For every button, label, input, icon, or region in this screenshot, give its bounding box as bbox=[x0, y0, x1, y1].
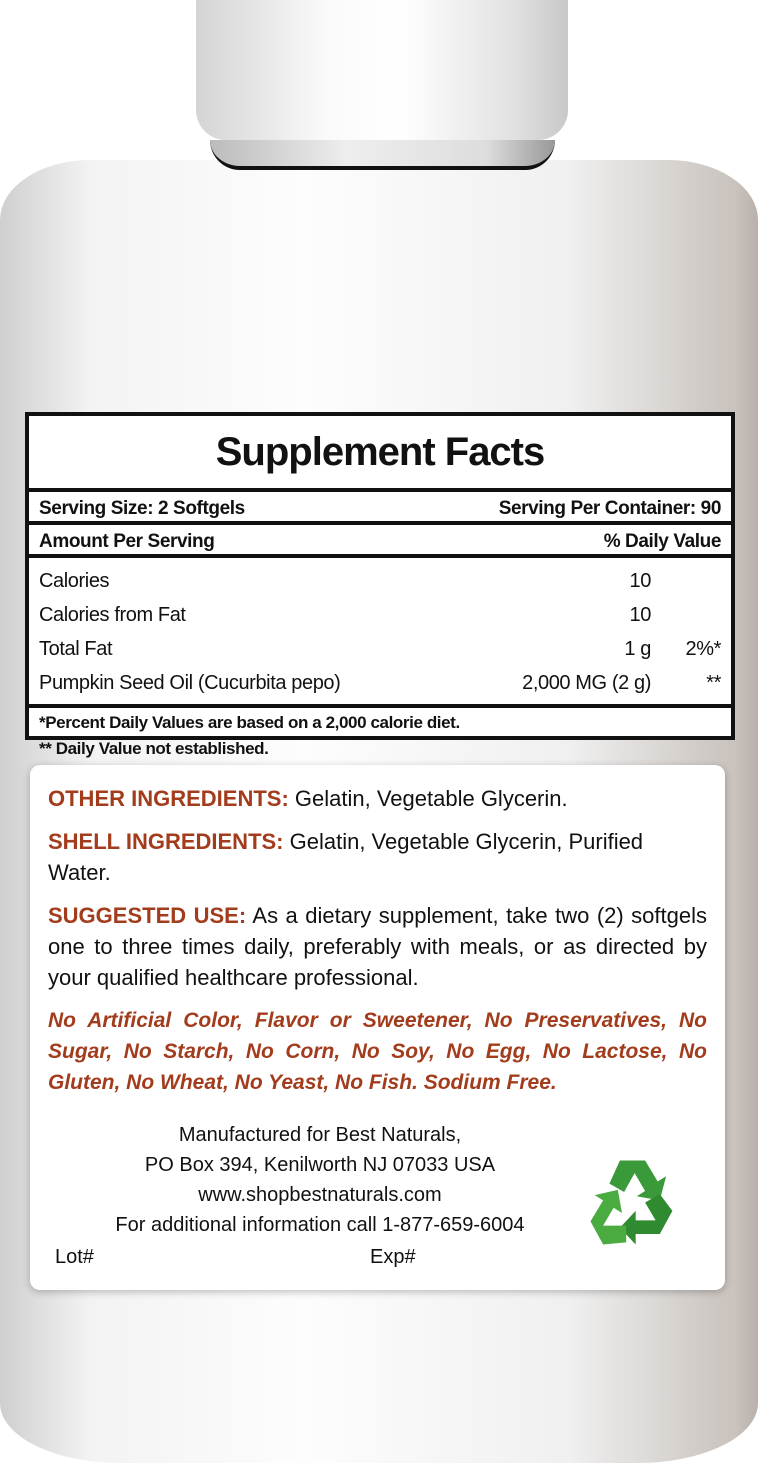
nutrient-amount: 10 bbox=[629, 570, 652, 592]
header-row: Amount Per Serving % Daily Value bbox=[29, 525, 731, 558]
nutrient-list: Calories 10 Calories from Fat 10 Total Fat… bbox=[29, 558, 731, 708]
nutrient-dv bbox=[651, 564, 721, 598]
nutrient-dv: ** bbox=[706, 672, 721, 694]
free-from-statement: No Artificial Color, Flavor or Sweetener… bbox=[48, 1009, 707, 1094]
recycle-icon bbox=[590, 1160, 673, 1245]
other-ingredients: OTHER INGREDIENTS: Gelatin, Vegetable Gl… bbox=[48, 783, 707, 814]
footnotes: *Percent Daily Values are based on a 2,0… bbox=[29, 708, 731, 764]
bottle-cap bbox=[196, 0, 568, 140]
serving-row: Serving Size: 2 Softgels Serving Per Con… bbox=[29, 492, 731, 525]
nutrient-amount: 2,000 MG (2 g) bbox=[522, 672, 651, 694]
nutrient-dv bbox=[651, 598, 721, 632]
website: www.shopbestnaturals.com bbox=[198, 1184, 442, 1206]
nutrient-row: Total Fat 1 g 2%* bbox=[29, 632, 731, 666]
nutrient-name: Calories bbox=[39, 570, 110, 592]
manufacturer-info: Manufactured for Best Naturals, PO Box 3… bbox=[50, 1120, 590, 1240]
nutrient-amount: 10 bbox=[629, 604, 652, 626]
shell-ingredients-label: SHELL INGREDIENTS: bbox=[48, 829, 284, 854]
nutrient-row: Pumpkin Seed Oil (Cucurbita pepo) 2,000 M… bbox=[29, 666, 731, 700]
servings-per-container: Serving Per Container: 90 bbox=[498, 498, 722, 519]
nutrient-amount: 1 g bbox=[624, 638, 651, 660]
serving-size: Serving Size: 2 Softgels bbox=[39, 498, 245, 519]
nutrient-row: Calories from Fat 10 bbox=[29, 598, 731, 632]
other-ingredients-text: Gelatin, Vegetable Glycerin. bbox=[288, 786, 568, 811]
cap-rim bbox=[210, 140, 555, 170]
phone-line: For additional information call 1-877-65… bbox=[115, 1214, 525, 1236]
dv-header: % Daily Value bbox=[603, 531, 722, 552]
other-ingredients-label: OTHER INGREDIENTS: bbox=[48, 786, 289, 811]
shell-ingredients-text: Gelatin, Vegetable Glycerin, Purified Wa… bbox=[48, 829, 644, 885]
nutrient-name: Total Fat bbox=[39, 638, 113, 660]
footnote: *Percent Daily Values are based on a 2,0… bbox=[39, 713, 460, 732]
supplement-facts-panel: Supplement Facts Serving Size: 2 Softgel… bbox=[25, 412, 735, 758]
nutrient-name: Calories from Fat bbox=[39, 604, 186, 626]
nutrient-name: Pumpkin Seed Oil (Cucurbita pepo) bbox=[39, 672, 341, 694]
shell-ingredients: SHELL INGREDIENTS: Gelatin, Vegetable Gl… bbox=[48, 826, 707, 888]
footnote: ** Daily Value not established. bbox=[39, 739, 269, 758]
amount-header: Amount Per Serving bbox=[39, 531, 215, 552]
facts-title: Supplement Facts bbox=[29, 416, 731, 492]
suggested-use: SUGGESTED USE: As a dietary supplement, … bbox=[48, 900, 707, 993]
exp-date: Exp# bbox=[370, 1246, 416, 1268]
ingredients-card: OTHER INGREDIENTS: Gelatin, Vegetable Gl… bbox=[30, 765, 725, 1290]
nutrient-row: Calories 10 bbox=[29, 564, 731, 598]
manufacturer-name: Manufactured for Best Naturals, bbox=[178, 1124, 462, 1146]
suggested-use-text: As a dietary supplement, take two (2) so… bbox=[48, 903, 707, 990]
nutrient-dv: 2%* bbox=[685, 638, 722, 660]
lot-number: Lot# bbox=[55, 1246, 94, 1268]
manufacturer-address: PO Box 394, Kenilworth NJ 07033 USA bbox=[144, 1154, 496, 1176]
suggested-use-label: SUGGESTED USE: bbox=[48, 903, 247, 928]
